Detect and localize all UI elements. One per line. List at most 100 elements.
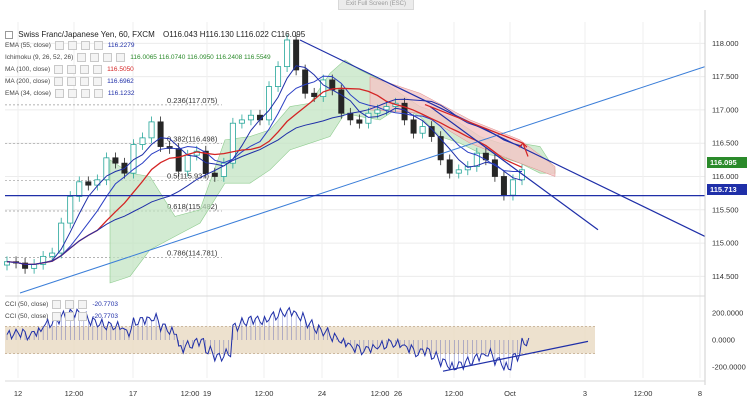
exit-fullscreen-button[interactable]: Exit Full Screen (ESC)	[338, 0, 414, 10]
close-icon[interactable]	[80, 89, 90, 98]
settings-icon[interactable]	[90, 53, 100, 62]
indicator-value: 116.6962	[107, 78, 134, 85]
time-axis-label: 19	[203, 389, 211, 398]
candle-body	[211, 172, 218, 177]
oscillator-row[interactable]: CCI (50, close) -20.7703	[5, 312, 118, 321]
price-axis-label: 118.000	[712, 39, 739, 48]
indicator-label: MA (100, close)	[5, 66, 51, 73]
candle-body	[365, 112, 372, 124]
price-axis-label: 115.000	[712, 239, 739, 248]
symbol-title: Swiss Franc/Japanese Yen, 60, FXCM	[18, 30, 155, 39]
eye-icon[interactable]	[54, 41, 64, 50]
time-axis-label: 12:00	[371, 389, 390, 398]
indicator-row[interactable]: MA (100, close) 116.5050	[5, 65, 134, 74]
candle-body	[49, 252, 56, 257]
fib-level-label: 0.5(115.937)	[167, 172, 209, 181]
cci-axis-label: -200.0000	[712, 363, 746, 372]
oscillator-label: CCI (50, close)	[5, 313, 49, 320]
candle-body	[437, 136, 444, 161]
more-icon[interactable]	[93, 77, 103, 86]
time-axis-label: Oct	[504, 389, 517, 398]
candle-body	[509, 179, 516, 196]
cci-band	[5, 326, 595, 354]
arrow-head-icon	[518, 142, 528, 148]
more-icon[interactable]	[93, 89, 103, 98]
close-icon[interactable]	[103, 53, 113, 62]
time-axis-label: 12:00	[634, 389, 653, 398]
eye-icon[interactable]	[54, 77, 64, 86]
fib-level-label: 0.236(117.075)	[167, 96, 218, 105]
close-icon[interactable]	[80, 65, 90, 74]
settings-icon[interactable]	[67, 89, 77, 98]
indicator-row[interactable]: MA (200, close) 116.6962	[5, 77, 134, 86]
indicator-row[interactable]: EMA (55, close) 116.2279	[5, 41, 135, 50]
settings-icon[interactable]	[67, 77, 77, 86]
time-axis-label: 12:00	[181, 389, 200, 398]
cci-axis-label: 0.0000	[712, 336, 735, 345]
candle-body	[275, 66, 282, 87]
red-arrow-line	[424, 104, 524, 144]
time-axis-label: 8	[698, 389, 702, 398]
candle-body	[311, 92, 318, 97]
candle-body	[491, 159, 498, 177]
indicator-label: Ichimoku (9, 26, 52, 26)	[5, 54, 74, 61]
eye-icon[interactable]	[54, 89, 64, 98]
candle-body	[40, 255, 47, 265]
eye-icon[interactable]	[54, 65, 64, 74]
settings-icon[interactable]	[67, 65, 77, 74]
settings-icon[interactable]	[67, 41, 77, 50]
close-icon[interactable]	[78, 300, 88, 309]
candle-body	[500, 176, 507, 196]
eye-icon[interactable]	[52, 300, 62, 309]
indicator-value: 116.2279	[107, 42, 135, 49]
ohlc-readout: O116.043 H116.130 L116.022 C116.095	[162, 30, 306, 39]
ema-34-line	[6, 65, 523, 265]
time-axis-label: 12:00	[255, 389, 274, 398]
support-price-tag: 115.713	[707, 184, 747, 195]
time-axis-label: 12:00	[65, 389, 84, 398]
time-axis-label: 3	[583, 389, 587, 398]
settings-icon[interactable]	[65, 312, 75, 321]
more-icon[interactable]	[93, 65, 103, 74]
more-icon[interactable]	[93, 41, 103, 50]
close-icon[interactable]	[80, 77, 90, 86]
candle-body	[320, 79, 327, 97]
candle-body	[85, 181, 92, 186]
indicator-row[interactable]: EMA (34, close) 116.1232	[5, 89, 135, 98]
indicator-value: 116.1232	[107, 90, 135, 97]
more-icon[interactable]	[116, 53, 126, 62]
ema-55-line	[6, 75, 522, 265]
time-axis-label: 26	[394, 389, 402, 398]
candle-body	[473, 152, 480, 167]
indicator-row[interactable]: Ichimoku (9, 26, 52, 26) 116.0065 116.074…	[5, 53, 271, 62]
candle-body	[302, 69, 309, 94]
cci-trendline	[442, 340, 589, 372]
eye-icon[interactable]	[77, 53, 87, 62]
time-axis-label: 17	[129, 389, 137, 398]
settings-icon[interactable]	[65, 300, 75, 309]
candle-body	[284, 39, 291, 68]
close-icon[interactable]	[80, 41, 90, 50]
candle-body	[266, 86, 273, 121]
candle-body	[383, 106, 390, 111]
candle-body	[238, 119, 245, 124]
candle-body	[76, 181, 83, 197]
price-axis-label: 116.500	[712, 139, 739, 148]
oscillator-row[interactable]: CCI (50, close) -20.7703	[5, 300, 118, 309]
collapse-icon[interactable]	[5, 30, 13, 39]
indicator-value: 116.5050	[107, 66, 134, 73]
candle-body	[455, 169, 462, 174]
oscillator-value: -20.7703	[92, 301, 119, 308]
candle-body	[139, 137, 146, 145]
candle-body	[67, 196, 74, 224]
candle-body	[130, 144, 137, 174]
eye-icon[interactable]	[52, 312, 62, 321]
close-icon[interactable]	[78, 312, 88, 321]
candle-body	[374, 109, 381, 114]
fib-level-label: 0.618(115.482)	[167, 202, 218, 211]
price-axis-label: 117.500	[712, 72, 739, 81]
time-axis-label: 12	[14, 389, 22, 398]
candle-body	[410, 119, 417, 134]
candle-body	[184, 154, 191, 172]
